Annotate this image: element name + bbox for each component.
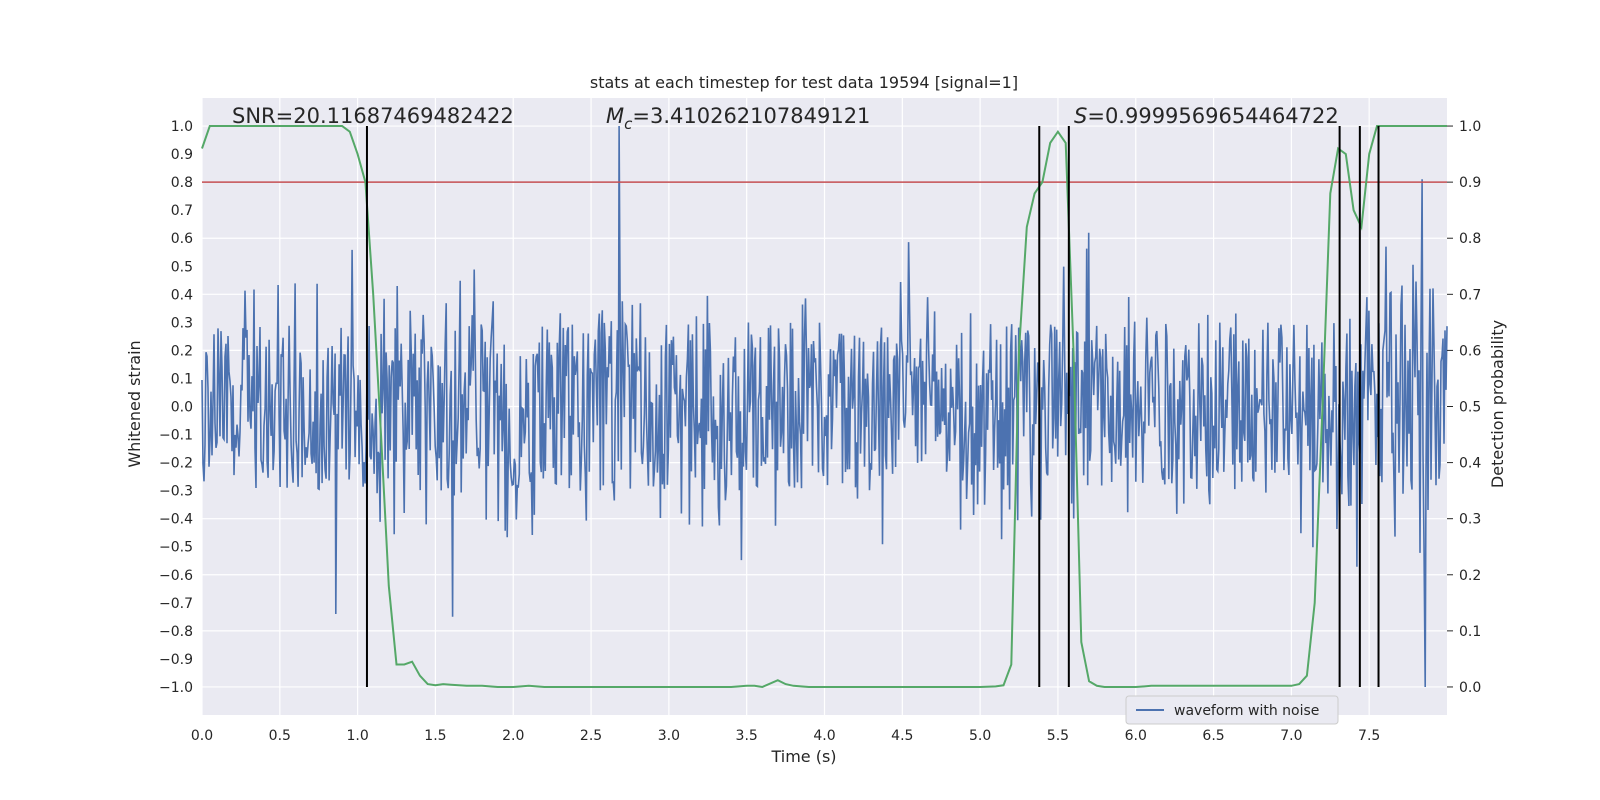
x-tick-label: 2.0 — [502, 728, 524, 744]
x-tick-label: 4.5 — [891, 728, 913, 744]
y-tick-label: −0.3 — [159, 484, 193, 500]
y2-tick-label: 0.8 — [1459, 231, 1481, 247]
y-tick-label: −0.2 — [159, 456, 193, 472]
y-tick-label: 0.7 — [171, 203, 193, 219]
y-tick-label: 0.1 — [171, 371, 193, 387]
x-tick-label: 3.0 — [658, 728, 680, 744]
y-tick-label: 0.6 — [171, 231, 193, 247]
y-tick-label: 0.0 — [171, 400, 193, 416]
x-tick-label: 0.0 — [191, 728, 213, 744]
score-value: =0.9999569654464722 — [1087, 104, 1338, 128]
y-tick-label: −0.8 — [159, 624, 193, 640]
x-tick-label: 7.0 — [1280, 728, 1302, 744]
x-tick-label: 1.5 — [424, 728, 446, 744]
y-tick-label: 0.5 — [171, 259, 193, 275]
y-tick-label: 1.0 — [171, 119, 193, 135]
y-tick-label: 0.4 — [171, 287, 193, 303]
y-tick-label: −0.7 — [159, 596, 193, 612]
y2-tick-label: 0.5 — [1459, 400, 1481, 416]
y-tick-label: 0.9 — [171, 147, 193, 163]
x-axis-label: Time (s) — [770, 747, 836, 766]
y2-tick-label: 0.2 — [1459, 568, 1481, 584]
y2-tick-label: 0.1 — [1459, 624, 1481, 640]
snr-annotation: SNR=20.11687469482422 — [232, 104, 514, 128]
y2-tick-label: 0.0 — [1459, 680, 1481, 696]
y-tick-label: −0.1 — [159, 428, 193, 444]
strain-waveform-line — [201, 125, 1448, 688]
y2-tick-label: 1.0 — [1459, 119, 1481, 135]
detection-probability-line — [201, 125, 1447, 689]
x-tick-label: 1.0 — [346, 728, 368, 744]
y-axis-label: Whitened strain — [125, 340, 144, 467]
y2-tick-label: 0.6 — [1459, 343, 1481, 359]
x-tick-label: 4.0 — [813, 728, 835, 744]
y2-tick-label: 0.9 — [1459, 175, 1481, 191]
chirp-mass-value: =3.410262107849121 — [632, 104, 870, 128]
y-tick-label: −0.9 — [159, 652, 193, 668]
score-annotation: S=0.9999569654464722 — [1074, 104, 1339, 128]
x-tick-label: 5.5 — [1047, 728, 1069, 744]
x-tick-label: 6.5 — [1202, 728, 1224, 744]
y-tick-label: 0.8 — [171, 175, 193, 191]
y-tick-label: 0.3 — [171, 315, 193, 331]
x-tick-label: 3.5 — [736, 728, 758, 744]
chirp-mass-symbol: M — [606, 104, 624, 128]
y-tick-label: −0.5 — [159, 540, 193, 556]
legend-label: waveform with noise — [1174, 703, 1319, 719]
y-tick-label: −0.6 — [159, 568, 193, 584]
chart-title: stats at each timestep for test data 195… — [590, 73, 1018, 92]
x-tick-label: 6.0 — [1125, 728, 1147, 744]
x-tick-label: 5.0 — [969, 728, 991, 744]
chirp-mass-subscript: c — [624, 115, 633, 133]
y2-tick-label: 0.3 — [1459, 512, 1481, 528]
y2-tick-label: 0.7 — [1459, 287, 1481, 303]
y-tick-label: −1.0 — [159, 680, 193, 696]
y-tick-label: 0.2 — [171, 343, 193, 359]
y-tick-label: −0.4 — [159, 512, 193, 528]
x-tick-label: 0.5 — [269, 728, 291, 744]
chirp-mass-annotation: Mc=3.410262107849121 — [606, 104, 870, 133]
y2-axis-label: Detection probability — [1488, 320, 1507, 488]
legend: waveform with noise — [1125, 695, 1339, 725]
legend-box — [1125, 695, 1339, 725]
x-tick-label: 2.5 — [580, 728, 602, 744]
y2-tick-label: 0.4 — [1459, 456, 1481, 472]
x-tick-label: 7.5 — [1358, 728, 1380, 744]
score-symbol: S — [1074, 104, 1087, 128]
